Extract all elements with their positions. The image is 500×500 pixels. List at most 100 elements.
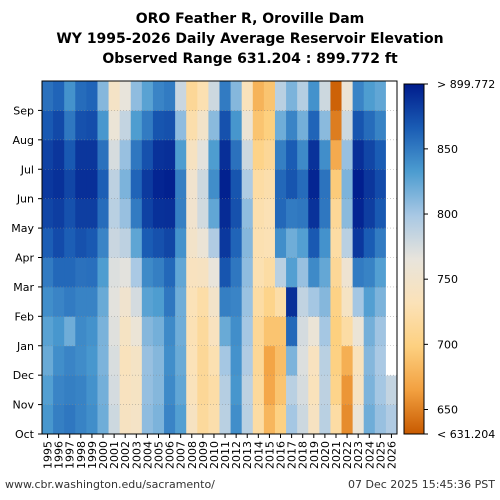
heatmap-cell bbox=[308, 110, 320, 141]
heatmap-cell bbox=[363, 375, 376, 405]
heatmap-cell bbox=[75, 110, 87, 141]
colorbar: 650 700 750 800 850 > 899.772 < 631.204 bbox=[403, 78, 495, 441]
heatmap-cell bbox=[141, 139, 154, 170]
heatmap-cell bbox=[42, 375, 54, 405]
heatmap-cell bbox=[86, 110, 98, 141]
colorbar-min-label: < 631.204 bbox=[437, 428, 495, 441]
y-tick-label: Jun bbox=[16, 193, 34, 206]
heatmap-cell bbox=[241, 110, 254, 141]
heatmap-cell bbox=[75, 257, 87, 288]
heatmap-cell bbox=[252, 375, 265, 405]
heatmap-cell bbox=[53, 257, 65, 288]
heatmap-cell bbox=[197, 198, 209, 229]
heatmap-cell bbox=[64, 110, 76, 141]
heatmap-cell bbox=[175, 286, 187, 317]
heatmap-cell bbox=[230, 286, 243, 317]
heatmap-cell bbox=[297, 169, 309, 200]
heatmap-cell bbox=[108, 257, 121, 288]
heatmap-cell bbox=[219, 81, 231, 111]
heatmap-cell bbox=[197, 110, 209, 141]
heatmap-cell bbox=[219, 110, 231, 141]
heatmap-cell bbox=[175, 316, 187, 347]
heatmap-cell bbox=[374, 345, 387, 376]
heatmap-cell bbox=[164, 257, 176, 288]
heatmap-cell bbox=[219, 404, 231, 435]
heatmap-cell bbox=[374, 286, 387, 317]
heatmap-cell bbox=[241, 316, 254, 347]
heatmap-cell bbox=[363, 81, 376, 111]
heatmap-cell bbox=[197, 286, 209, 317]
heatmap-cell bbox=[141, 110, 154, 141]
heatmap-cell bbox=[53, 169, 65, 200]
heatmap-cell bbox=[208, 169, 220, 200]
heatmap-cell bbox=[108, 81, 121, 111]
heatmap-cell bbox=[108, 228, 121, 258]
heatmap-cell bbox=[330, 110, 342, 141]
heatmap-cell bbox=[164, 110, 176, 141]
heatmap-cell bbox=[108, 316, 121, 347]
title-line-2: WY 1995-2026 Daily Average Reservoir Ele… bbox=[56, 31, 444, 47]
heatmap-cell bbox=[164, 286, 176, 317]
heatmap-cell bbox=[141, 404, 154, 435]
y-axis: Oct Nov Dec Jan Feb Mar Apr May Jun Jul Aug Sep bbox=[11, 104, 42, 441]
source-url[interactable]: www.cbr.washington.edu/sacramento/ bbox=[5, 478, 215, 491]
heatmap-cell bbox=[97, 316, 109, 347]
heatmap-cell bbox=[286, 404, 298, 435]
heatmap-cell bbox=[286, 375, 298, 405]
heatmap-cell bbox=[263, 404, 276, 435]
x-tick-label: 1996 bbox=[53, 441, 66, 469]
heatmap-cell bbox=[319, 81, 331, 111]
heatmap-cell bbox=[219, 375, 231, 405]
heatmap-cell bbox=[42, 316, 54, 347]
heatmap-cell bbox=[297, 110, 309, 141]
heatmap-cell bbox=[97, 228, 109, 258]
heatmap-cell bbox=[186, 345, 198, 376]
heatmap-cell bbox=[141, 286, 154, 317]
heatmap-cell bbox=[97, 345, 109, 376]
y-tick-label: Oct bbox=[15, 428, 35, 441]
heatmap-cell bbox=[374, 110, 387, 141]
heatmap-cell bbox=[230, 375, 243, 405]
heatmap-cell bbox=[53, 404, 65, 435]
heatmap-cell bbox=[108, 169, 121, 200]
heatmap-cell bbox=[352, 404, 365, 435]
heatmap-cell bbox=[53, 345, 65, 376]
x-tick-label: 2007 bbox=[175, 441, 188, 469]
heatmap-cell bbox=[252, 198, 265, 229]
heatmap-cell bbox=[274, 404, 287, 435]
heatmap-cell bbox=[175, 169, 187, 200]
heatmap-cell bbox=[97, 257, 109, 288]
heatmap-cell bbox=[385, 404, 398, 435]
heatmap-cell bbox=[274, 228, 287, 258]
heatmap-cell bbox=[208, 110, 220, 141]
heatmap-cell bbox=[108, 375, 121, 405]
heatmap-cell bbox=[186, 169, 198, 200]
heatmap-cell bbox=[363, 228, 376, 258]
heatmap-cell bbox=[330, 169, 342, 200]
x-tick-label: 1999 bbox=[86, 441, 99, 469]
heatmap-cell bbox=[263, 375, 276, 405]
heatmap-cell bbox=[219, 345, 231, 376]
heatmap-cell bbox=[341, 139, 354, 170]
heatmap-cell bbox=[130, 139, 143, 170]
x-tick-label: 2008 bbox=[186, 441, 199, 469]
heatmap-cell bbox=[75, 286, 87, 317]
x-tick-label: 2013 bbox=[241, 441, 254, 469]
heatmap-cell bbox=[152, 404, 165, 435]
heatmap-cell bbox=[385, 228, 398, 258]
colorbar-tick-label: 750 bbox=[437, 273, 458, 286]
heatmap-cell bbox=[286, 110, 298, 141]
y-tick-label: Feb bbox=[15, 310, 34, 323]
heatmap-cell bbox=[42, 345, 54, 376]
heatmap-cell bbox=[197, 375, 209, 405]
heatmap-cell bbox=[330, 257, 342, 288]
heatmap-cell bbox=[241, 345, 254, 376]
heatmap-cell bbox=[64, 404, 76, 435]
heatmap-cell bbox=[119, 375, 132, 405]
heatmap-cell bbox=[208, 257, 220, 288]
heatmap-cell bbox=[352, 198, 365, 229]
x-tick-label: 2017 bbox=[286, 441, 299, 469]
heatmap-cell bbox=[286, 286, 298, 317]
heatmap-cell bbox=[97, 404, 109, 435]
heatmap-cell bbox=[352, 257, 365, 288]
